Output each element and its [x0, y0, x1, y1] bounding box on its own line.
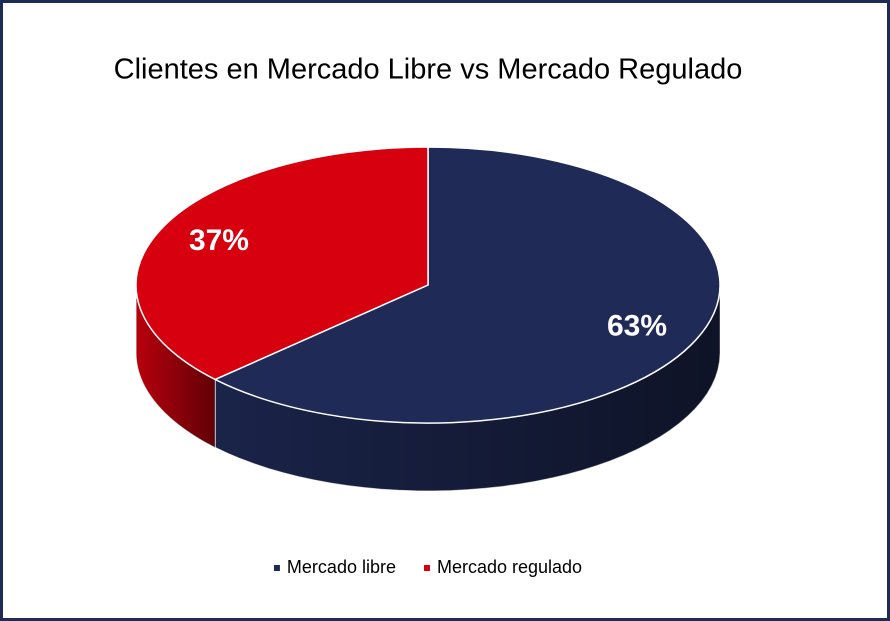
chart: Clientes en Mercado Libre vs Mercado Reg… — [114, 54, 743, 577]
slice-side-shade — [136, 285, 216, 448]
slice-side-shade — [215, 285, 720, 491]
legend: Mercado libre Mercado regulado — [273, 557, 582, 577]
slice — [213, 146, 721, 424]
legend-marker — [273, 565, 280, 571]
data-label: 63% — [607, 310, 667, 343]
chart-title: Clientes en Mercado Libre vs Mercado Reg… — [114, 54, 743, 86]
slice — [135, 146, 429, 381]
data-label: 37% — [189, 224, 249, 257]
legend-label: Mercado libre — [287, 557, 396, 577]
legend-label: Mercado regulado — [437, 557, 582, 577]
legend-marker — [423, 565, 430, 571]
